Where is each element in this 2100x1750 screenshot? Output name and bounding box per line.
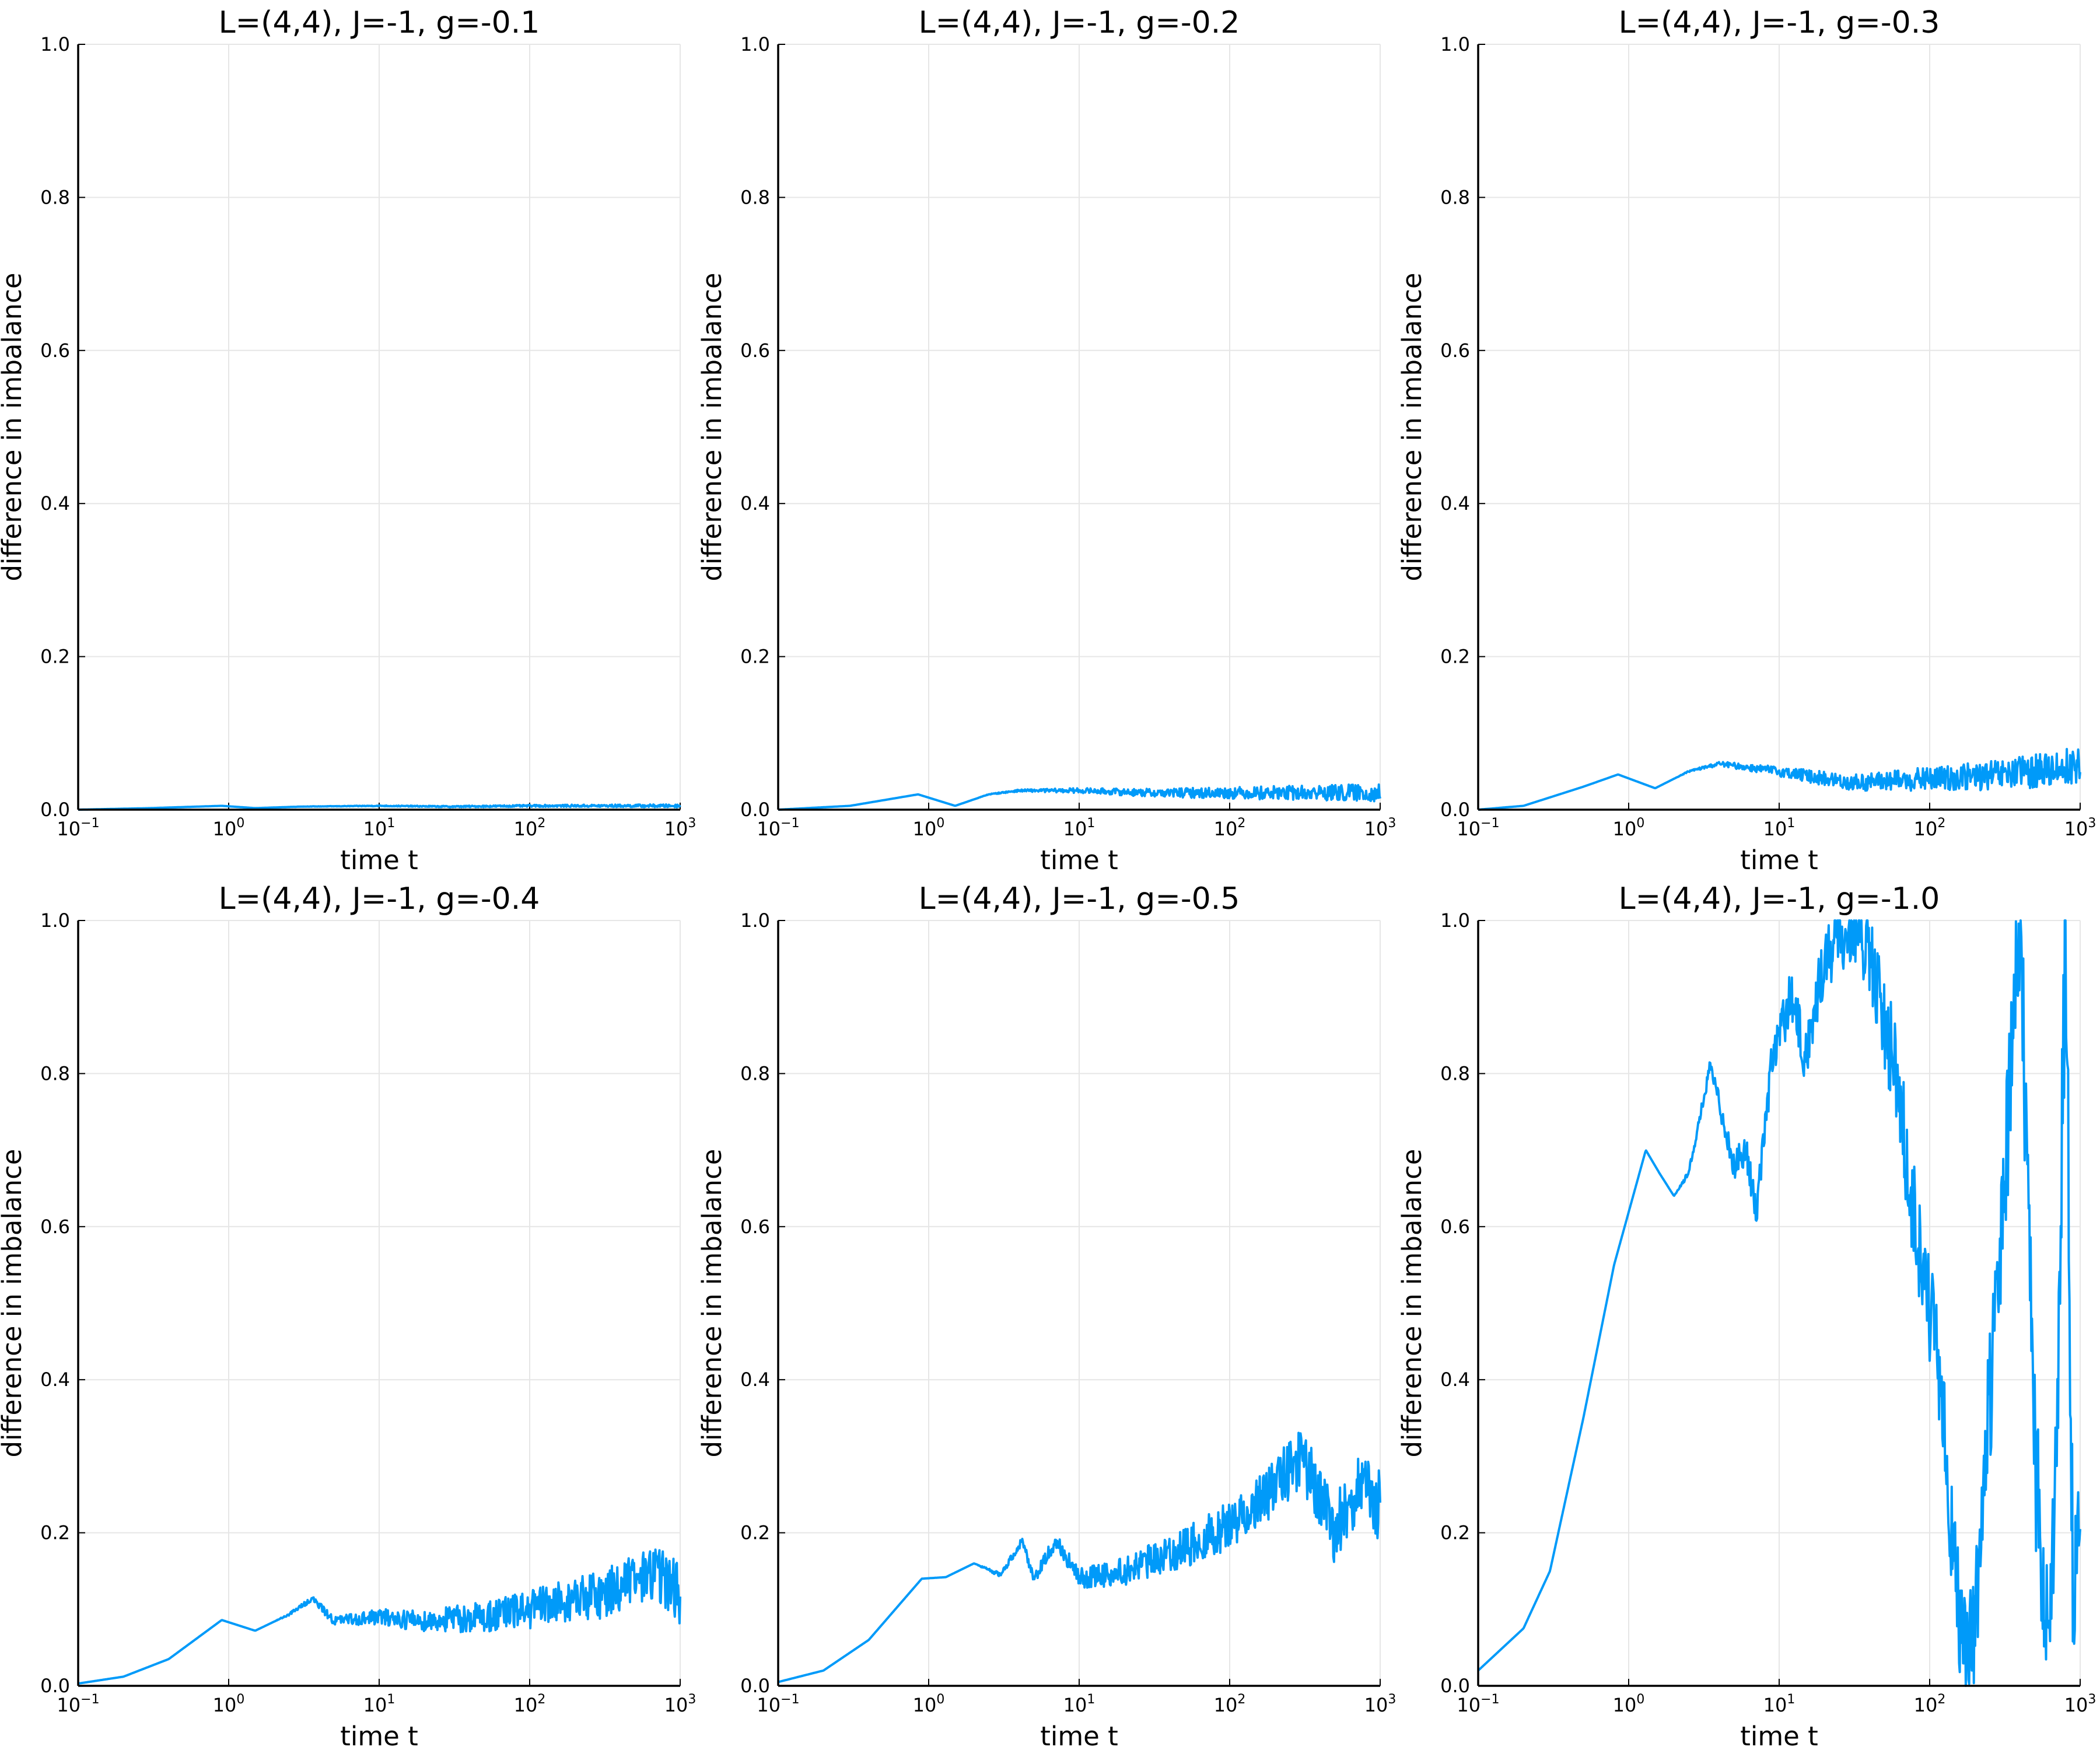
x-tick-label: 103 xyxy=(2064,1692,2096,1716)
x-tick-label: 102 xyxy=(1914,816,1946,840)
y-tick-label: 0.2 xyxy=(740,646,770,668)
x-axis-label: time t xyxy=(340,1721,418,1750)
x-tick-label: 100 xyxy=(213,1692,245,1716)
y-tick-label: 0.4 xyxy=(40,492,70,514)
y-tick-label: 1.0 xyxy=(40,909,70,932)
y-tick-label: 0.6 xyxy=(740,1216,770,1238)
x-axis-label: time t xyxy=(1740,1721,1818,1750)
y-tick-label: 0.0 xyxy=(740,799,770,821)
x-tick-label: 10−1 xyxy=(1457,816,1499,840)
y-tick-label: 0.8 xyxy=(740,186,770,208)
y-tick-label: 0.4 xyxy=(1440,1368,1470,1391)
y-tick-label: 0.4 xyxy=(1440,492,1470,514)
chart-title: L=(4,4), J=-1, g=-0.4 xyxy=(219,881,540,916)
x-tick-label: 10−1 xyxy=(757,1692,799,1716)
y-tick-label: 1.0 xyxy=(1440,33,1470,55)
series-line xyxy=(78,1548,681,1685)
subplot-2: 10−1 100 101 102 103 0.0 0.2 0.4 0.6 0.8 1.0 L=(4,4… xyxy=(696,5,1396,876)
series-line xyxy=(78,803,681,811)
y-tick-label: 0.2 xyxy=(1440,1522,1470,1544)
y-tick-label: 0.6 xyxy=(1440,340,1470,362)
x-tick-label: 102 xyxy=(1214,816,1246,840)
x-axis-label: time t xyxy=(1040,1721,1118,1750)
chart-title: L=(4,4), J=-1, g=-0.1 xyxy=(219,5,540,40)
x-tick-label: 101 xyxy=(1063,816,1096,840)
x-tick-label: 102 xyxy=(1914,1692,1946,1716)
y-tick-label: 0.6 xyxy=(40,340,70,362)
y-tick-label: 0.0 xyxy=(40,1675,70,1697)
x-tick-label: 102 xyxy=(514,816,546,840)
x-tick-label: 102 xyxy=(514,1692,546,1716)
x-tick-label: 100 xyxy=(213,816,245,840)
x-tick-label: 102 xyxy=(1214,1692,1246,1716)
y-axis-label: difference in imbalance xyxy=(1396,1149,1427,1457)
x-tick-label: 101 xyxy=(1763,1692,1796,1716)
x-tick-label: 10−1 xyxy=(57,1692,99,1716)
y-tick-label: 0.6 xyxy=(1440,1216,1470,1238)
y-axis-label: difference in imbalance xyxy=(0,1149,27,1457)
subplot-6: 10−1 100 101 102 103 0.0 0.2 0.4 0.6 0.8 1.0 L=(4,4… xyxy=(1396,881,2096,1750)
chart-title: L=(4,4), J=-1, g=-0.3 xyxy=(1619,5,1940,40)
y-tick-label: 0.8 xyxy=(40,186,70,208)
x-tick-label: 100 xyxy=(913,816,945,840)
x-axis-label: time t xyxy=(340,845,418,876)
y-tick-label: 0.4 xyxy=(740,1368,770,1391)
x-axis-label: time t xyxy=(1040,845,1118,876)
x-tick-label: 10−1 xyxy=(57,816,99,840)
y-tick-label: 0.2 xyxy=(40,646,70,668)
y-tick-label: 0.8 xyxy=(1440,1062,1470,1084)
y-axis-label: difference in imbalance xyxy=(696,272,727,581)
x-tick-label: 100 xyxy=(1613,1692,1645,1716)
x-tick-label: 101 xyxy=(363,816,396,840)
series-line xyxy=(778,1432,1381,1684)
series-line xyxy=(1478,748,2081,811)
y-tick-label: 0.0 xyxy=(740,1675,770,1697)
chart-title: L=(4,4), J=-1, g=-0.5 xyxy=(919,881,1240,916)
subplot-1: 10−1 100 101 102 103 0.0 0.2 0.4 0.6 0.8 1.0 L=(4,4… xyxy=(0,5,696,876)
x-axis-label: time t xyxy=(1740,845,1818,876)
x-tick-label: 103 xyxy=(664,1692,696,1716)
y-axis-label: difference in imbalance xyxy=(1396,272,1427,581)
chart-title: L=(4,4), J=-1, g=-0.2 xyxy=(919,5,1240,40)
x-tick-label: 10−1 xyxy=(1457,1692,1499,1716)
x-tick-label: 101 xyxy=(1763,816,1796,840)
series-line xyxy=(778,783,1381,811)
y-tick-label: 1.0 xyxy=(740,909,770,932)
series-line xyxy=(1477,919,2081,1687)
x-tick-label: 10−1 xyxy=(757,816,799,840)
x-tick-label: 103 xyxy=(1364,816,1396,840)
y-tick-label: 0.2 xyxy=(740,1522,770,1544)
x-tick-label: 101 xyxy=(363,1692,396,1716)
y-tick-label: 1.0 xyxy=(740,33,770,55)
y-tick-label: 0.0 xyxy=(40,799,70,821)
y-tick-label: 1.0 xyxy=(1440,909,1470,932)
y-axis-label: difference in imbalance xyxy=(0,272,27,581)
y-axis-label: difference in imbalance xyxy=(696,1149,727,1457)
x-tick-label: 103 xyxy=(1364,1692,1396,1716)
x-tick-label: 101 xyxy=(1063,1692,1096,1716)
y-tick-label: 0.0 xyxy=(1440,799,1470,821)
y-tick-label: 0.2 xyxy=(1440,646,1470,668)
chart-title: L=(4,4), J=-1, g=-1.0 xyxy=(1619,881,1940,916)
y-tick-label: 0.2 xyxy=(40,1522,70,1544)
y-tick-label: 0.8 xyxy=(40,1062,70,1084)
x-tick-label: 100 xyxy=(1613,816,1645,840)
subplot-3: 10−1 100 101 102 103 0.0 0.2 0.4 0.6 0.8 1.0 L=(4,4… xyxy=(1396,5,2096,876)
y-tick-label: 1.0 xyxy=(40,33,70,55)
y-tick-label: 0.6 xyxy=(40,1216,70,1238)
x-tick-label: 103 xyxy=(2064,816,2096,840)
y-tick-label: 0.6 xyxy=(740,340,770,362)
y-tick-label: 0.0 xyxy=(1440,1675,1470,1697)
y-tick-label: 0.4 xyxy=(740,492,770,514)
y-tick-label: 0.8 xyxy=(740,1062,770,1084)
y-tick-label: 0.8 xyxy=(1440,186,1470,208)
subplot-4: 10−1 100 101 102 103 0.0 0.2 0.4 0.6 0.8 1.0 L=(4,4… xyxy=(0,881,696,1750)
x-tick-label: 100 xyxy=(913,1692,945,1716)
subplot-5: 10−1 100 101 102 103 0.0 0.2 0.4 0.6 0.8 1.0 L=(4,4… xyxy=(696,881,1396,1750)
x-tick-label: 103 xyxy=(664,816,696,840)
y-tick-label: 0.4 xyxy=(40,1368,70,1391)
